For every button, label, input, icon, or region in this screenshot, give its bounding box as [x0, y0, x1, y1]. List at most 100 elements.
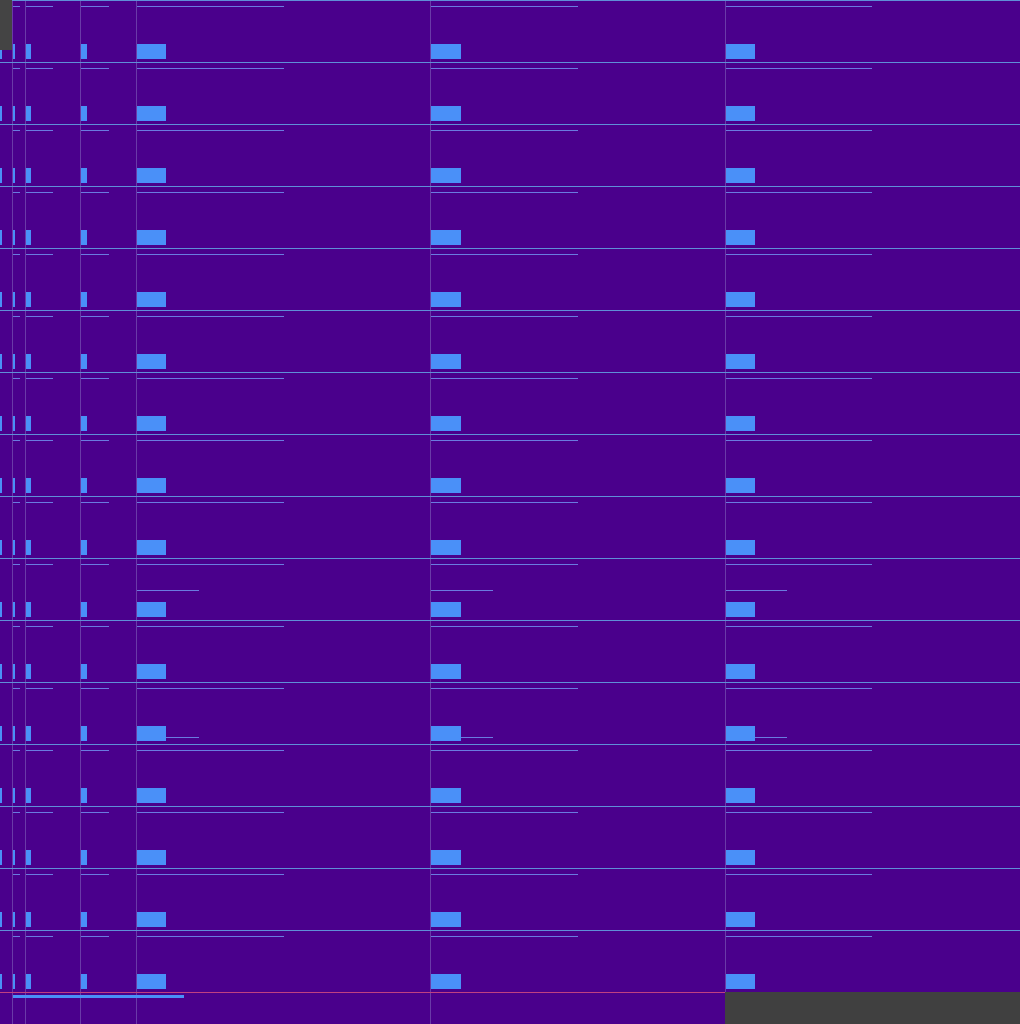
row-marker — [13, 230, 15, 245]
row-marker — [0, 602, 2, 617]
row-marker — [26, 168, 31, 183]
row-marker — [13, 292, 15, 307]
row-marker — [0, 974, 2, 989]
row-marker — [13, 974, 15, 989]
row-marker — [0, 354, 2, 369]
row-marker — [81, 354, 87, 369]
row-marker — [26, 974, 31, 989]
row-block — [137, 230, 166, 245]
row-block — [137, 664, 166, 679]
row-block — [726, 664, 755, 679]
row-block — [726, 788, 755, 803]
row-marker — [81, 416, 87, 431]
row-block — [431, 478, 461, 493]
row-marker — [26, 850, 31, 865]
row-marker — [0, 44, 2, 59]
row-marker — [26, 106, 31, 121]
row-block — [726, 850, 755, 865]
row-block — [137, 106, 166, 121]
row-block — [137, 788, 166, 803]
row-block — [431, 230, 461, 245]
row-marker — [26, 478, 31, 493]
row-block — [431, 726, 461, 741]
row-block — [726, 478, 755, 493]
row-marker — [0, 478, 2, 493]
row-block — [431, 850, 461, 865]
row-marker — [0, 726, 2, 741]
row-block — [137, 540, 166, 555]
row-marker — [81, 726, 87, 741]
row-marker — [0, 230, 2, 245]
row-marker — [13, 106, 15, 121]
row-marker — [13, 168, 15, 183]
row-marker — [13, 602, 15, 617]
row-marker — [0, 850, 2, 865]
row-block — [137, 292, 166, 307]
row-marker — [13, 44, 15, 59]
row-block — [726, 230, 755, 245]
row-marker — [81, 44, 87, 59]
row-block — [431, 974, 461, 989]
row-marker — [13, 726, 15, 741]
row-block — [431, 168, 461, 183]
row-marker — [13, 788, 15, 803]
row-block — [726, 726, 755, 741]
row-block — [726, 106, 755, 121]
row-block — [137, 912, 166, 927]
row-block — [431, 416, 461, 431]
row-marker — [26, 230, 31, 245]
row-block — [137, 850, 166, 865]
row-marker — [26, 354, 31, 369]
row-marker — [13, 354, 15, 369]
row-marker — [26, 912, 31, 927]
row-block — [137, 602, 166, 617]
row-block — [431, 664, 461, 679]
row-marker — [13, 416, 15, 431]
row-block — [431, 602, 461, 617]
row-block — [431, 44, 461, 59]
row-marker — [81, 292, 87, 307]
row-marker — [13, 664, 15, 679]
row-marker — [26, 540, 31, 555]
row-marker — [0, 664, 2, 679]
row-marker — [0, 416, 2, 431]
row-marker — [81, 540, 87, 555]
row-marker — [0, 540, 2, 555]
row-block — [726, 540, 755, 555]
row-marker — [26, 416, 31, 431]
row-block — [726, 354, 755, 369]
row-marker — [0, 788, 2, 803]
row-block — [726, 602, 755, 617]
row-marker — [26, 726, 31, 741]
row-marker — [81, 106, 87, 121]
row-block — [137, 354, 166, 369]
row-marker — [13, 540, 15, 555]
row-marker — [81, 602, 87, 617]
row-marker — [81, 230, 87, 245]
row-block — [726, 168, 755, 183]
row-block — [137, 478, 166, 493]
row-block — [137, 416, 166, 431]
row-block — [726, 912, 755, 927]
row-marker — [13, 478, 15, 493]
row-block — [726, 292, 755, 307]
row-block — [137, 974, 166, 989]
row-block — [137, 44, 166, 59]
row-block — [137, 726, 166, 741]
row-marker — [81, 788, 87, 803]
row-marker — [13, 850, 15, 865]
row-marker — [26, 602, 31, 617]
row-block — [431, 912, 461, 927]
row-marker — [13, 912, 15, 927]
row-marker — [81, 168, 87, 183]
scroll-bar — [13, 995, 184, 998]
row-marker — [0, 106, 2, 121]
row-marker — [0, 912, 2, 927]
row-block — [431, 540, 461, 555]
row-marker — [0, 292, 2, 307]
status-panel — [725, 992, 1020, 1024]
row-marker — [26, 44, 31, 59]
row-marker — [26, 664, 31, 679]
